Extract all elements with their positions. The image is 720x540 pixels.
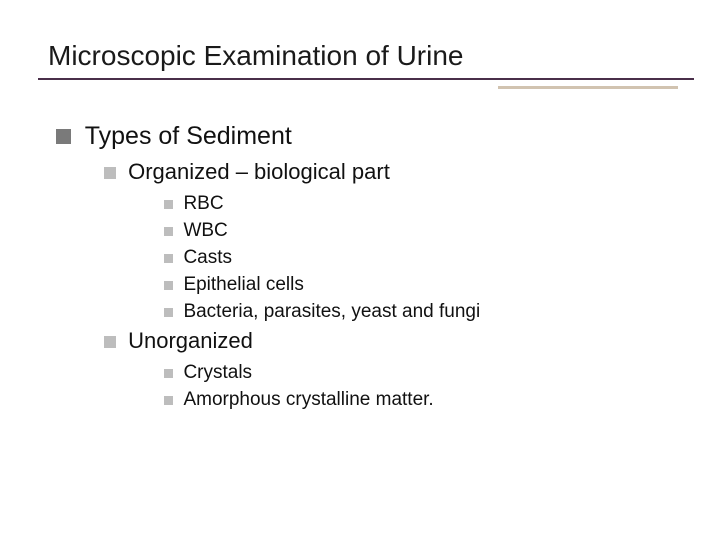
square-bullet-icon: [164, 200, 173, 209]
bullet-text: Casts: [183, 247, 232, 269]
bullet-text: Types of Sediment: [85, 122, 292, 151]
bullet-text: Amorphous crystalline matter.: [183, 389, 433, 411]
bullet-text: Epithelial cells: [183, 274, 303, 296]
bullet-lvl3: RBC: [164, 193, 684, 215]
square-bullet-icon: [164, 308, 173, 317]
bullet-text: RBC: [183, 193, 223, 215]
bullet-text: WBC: [183, 220, 227, 242]
bullet-lvl2: Unorganized: [104, 328, 684, 354]
square-bullet-icon: [56, 129, 71, 144]
bullet-text: Unorganized: [128, 328, 253, 354]
square-bullet-icon: [104, 167, 116, 179]
square-bullet-icon: [164, 227, 173, 236]
square-bullet-icon: [164, 369, 173, 378]
square-bullet-icon: [164, 396, 173, 405]
bullet-lvl2: Organized – biological part: [104, 159, 684, 185]
divider-top-line: [38, 78, 694, 80]
square-bullet-icon: [104, 336, 116, 348]
bullet-lvl3: Casts: [164, 247, 684, 269]
title-divider: [48, 78, 684, 104]
bullet-lvl3: Bacteria, parasites, yeast and fungi: [164, 301, 684, 323]
bullet-lvl3: Crystals: [164, 362, 684, 384]
divider-accent-line: [498, 86, 678, 89]
slide-title: Microscopic Examination of Urine: [48, 40, 684, 72]
square-bullet-icon: [164, 254, 173, 263]
bullet-text: Crystals: [183, 362, 252, 384]
bullet-lvl1: Types of Sediment: [56, 122, 684, 151]
bullet-text: Bacteria, parasites, yeast and fungi: [183, 301, 480, 323]
bullet-lvl3: WBC: [164, 220, 684, 242]
bullet-text: Organized – biological part: [128, 159, 390, 185]
bullet-lvl3: Epithelial cells: [164, 274, 684, 296]
square-bullet-icon: [164, 281, 173, 290]
bullet-lvl3: Amorphous crystalline matter.: [164, 389, 684, 411]
